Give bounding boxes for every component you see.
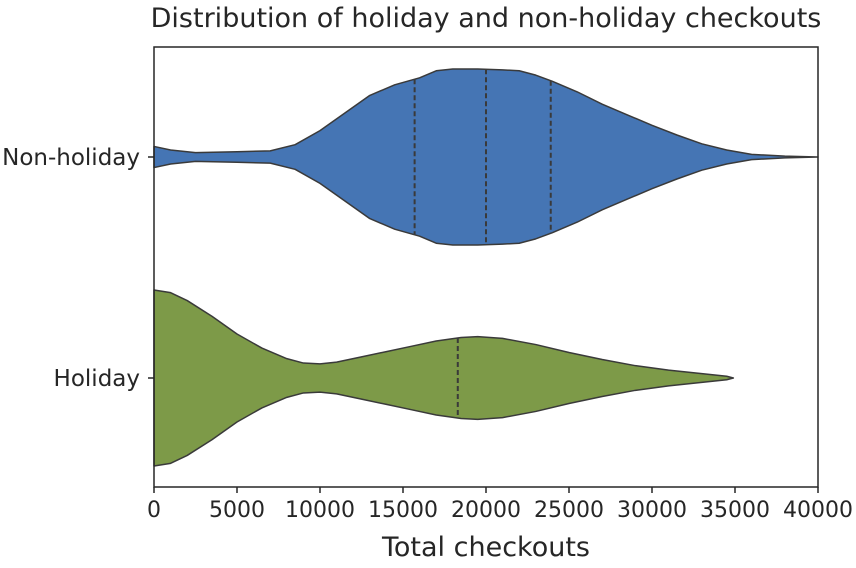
y-axis-categories: Non-holiday Holiday	[2, 145, 154, 392]
x-tick-label: 15000	[368, 498, 438, 523]
x-tick-label: 25000	[534, 498, 604, 523]
chart-title: Distribution of holiday and non-holiday …	[151, 3, 822, 34]
x-tick-label: 10000	[285, 498, 355, 523]
x-tick-label: 20000	[451, 498, 521, 523]
x-tick-label: 5000	[209, 498, 265, 523]
x-axis-ticks: 0 5000 10000 15000 20000 25000 30000 35000 40000	[147, 487, 853, 523]
violin-holiday	[153, 289, 735, 467]
y-category-label: Non-holiday	[2, 145, 140, 171]
violins	[153, 68, 819, 467]
x-axis-label: Total checkouts	[381, 532, 590, 563]
x-tick-label: 40000	[783, 498, 853, 523]
x-tick-label: 0	[147, 498, 161, 523]
violin-non-holiday	[153, 68, 819, 246]
x-tick-label: 35000	[700, 498, 770, 523]
y-category-label: Holiday	[54, 366, 140, 392]
x-tick-label: 30000	[617, 498, 687, 523]
